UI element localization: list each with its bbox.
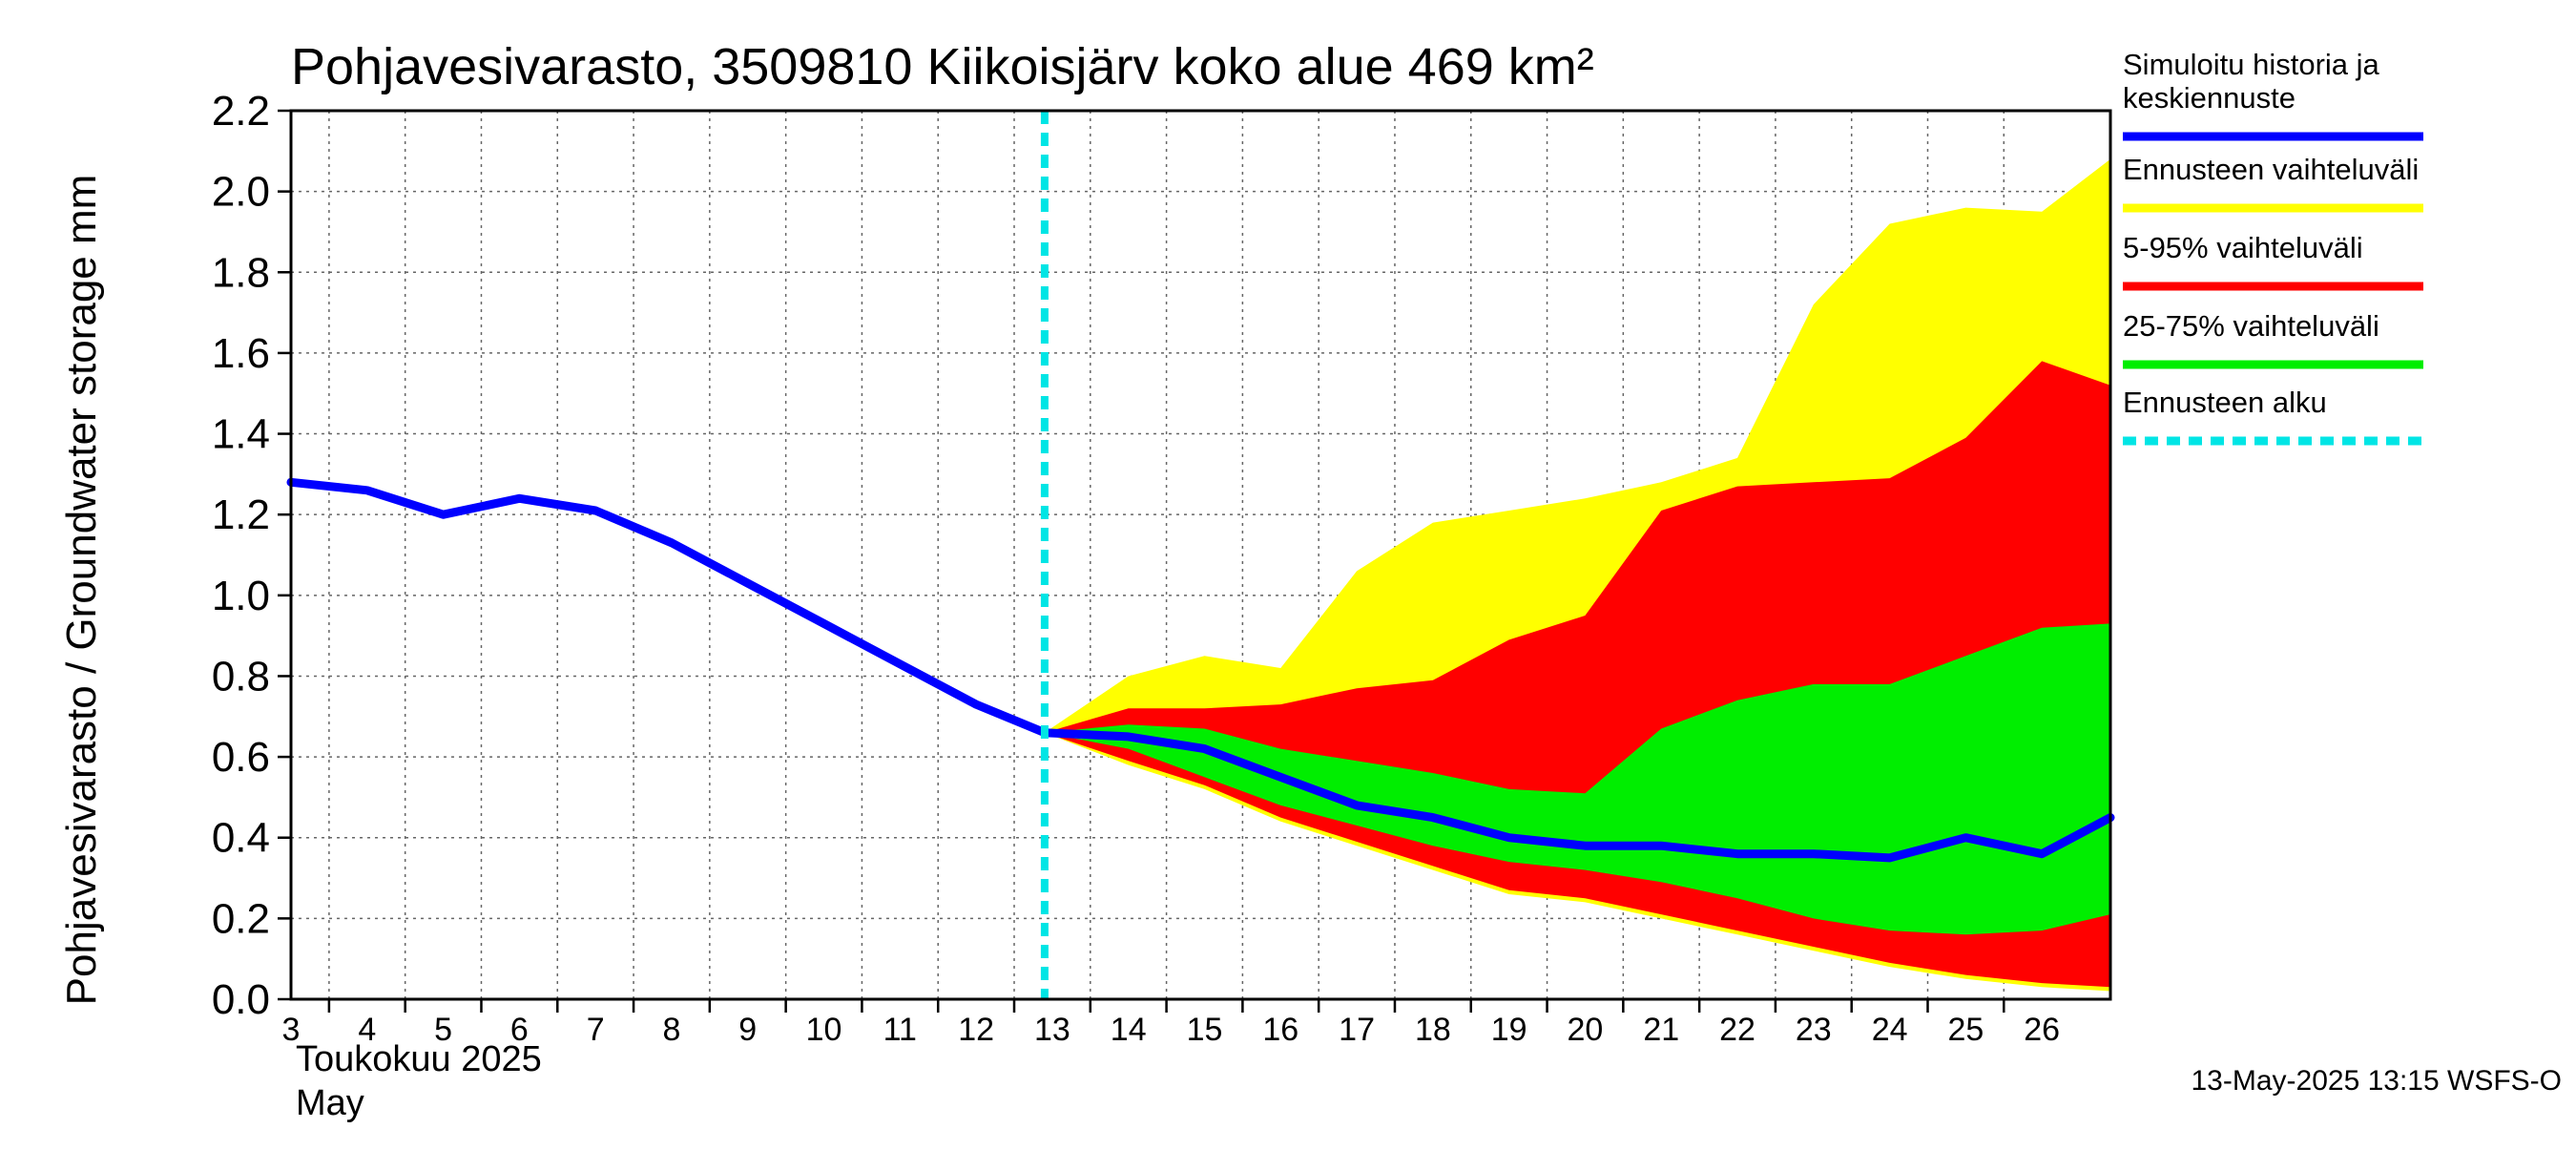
x-month-label-fi: Toukokuu 2025	[296, 1039, 542, 1079]
series-line	[286, 477, 2115, 863]
x-tick-label: 7	[587, 1012, 605, 1048]
footer-timestamp: 13-May-2025 13:15 WSFS-O	[2192, 1065, 2563, 1097]
y-tick-label: 1.0	[212, 573, 270, 619]
y-tick-label: 2.2	[212, 88, 270, 135]
x-tick-label: 19	[1491, 1012, 1527, 1048]
x-tick-label: 15	[1187, 1012, 1223, 1048]
x-tick-label: 20	[1568, 1012, 1604, 1048]
x-tick-label: 8	[662, 1012, 680, 1048]
x-tick-label: 9	[738, 1012, 757, 1048]
x-tick-label: 16	[1262, 1012, 1298, 1048]
x-tick-label: 25	[1947, 1012, 1984, 1048]
y-axis-label: Pohjavesivarasto / Groundwater storage m…	[58, 175, 105, 1006]
legend-item-label: 25-75% vaihteluväli	[2123, 309, 2379, 343]
y-tick-label: 0.0	[212, 976, 270, 1023]
x-tick-label: 14	[1111, 1012, 1147, 1048]
x-tick-label: 17	[1339, 1012, 1375, 1048]
x-tick-label: 5	[434, 1012, 452, 1048]
x-tick-label: 10	[806, 1012, 842, 1048]
x-tick-label: 4	[358, 1012, 376, 1048]
x-tick-label: 24	[1872, 1012, 1908, 1048]
x-tick-label: 23	[1796, 1012, 1832, 1048]
ticks-layer: 0.0 0.2 0.4 0.6 0.8 1.0 1.2 1.4 1.6 1.8 2.0 2.2 3 4 5 6…	[212, 88, 2060, 1048]
x-tick-label: 12	[958, 1012, 994, 1048]
plot-frame	[289, 109, 2112, 1001]
y-tick-label: 2.0	[212, 169, 270, 216]
x-tick-label: 11	[883, 1012, 917, 1048]
legend-item-label: Ennusteen vaihteluväli	[2123, 153, 2419, 186]
bands-layer	[1044, 158, 2110, 992]
legend-item-label: Ennusteen alku	[2123, 386, 2327, 419]
chart-title: Pohjavesivarasto, 3509810 Kiikoisjärv ko…	[291, 38, 1594, 95]
legend-item-label: 5-95% vaihteluväli	[2123, 231, 2363, 264]
y-tick-label: 0.2	[212, 895, 270, 942]
legend-item-label: keskiennuste	[2123, 81, 2296, 115]
x-tick-label: 13	[1034, 1012, 1070, 1048]
x-tick-label: 22	[1719, 1012, 1755, 1048]
y-tick-label: 1.8	[212, 249, 270, 296]
y-tick-label: 1.2	[212, 491, 270, 538]
y-tick-label: 1.4	[212, 411, 270, 458]
legend-item-label: Simuloitu historia ja	[2123, 48, 2380, 81]
y-tick-label: 1.6	[212, 330, 270, 377]
y-tick-label: 0.4	[212, 815, 270, 862]
x-month-label-en: May	[296, 1083, 364, 1123]
series-layer	[286, 477, 2115, 863]
x-tick-label: 18	[1415, 1012, 1451, 1048]
y-tick-label: 0.6	[212, 734, 270, 781]
y-tick-label: 0.8	[212, 653, 270, 700]
x-tick-label: 6	[510, 1012, 529, 1048]
x-tick-label: 3	[282, 1012, 301, 1048]
x-tick-label: 21	[1643, 1012, 1679, 1048]
x-tick-label: 26	[2024, 1012, 2060, 1048]
